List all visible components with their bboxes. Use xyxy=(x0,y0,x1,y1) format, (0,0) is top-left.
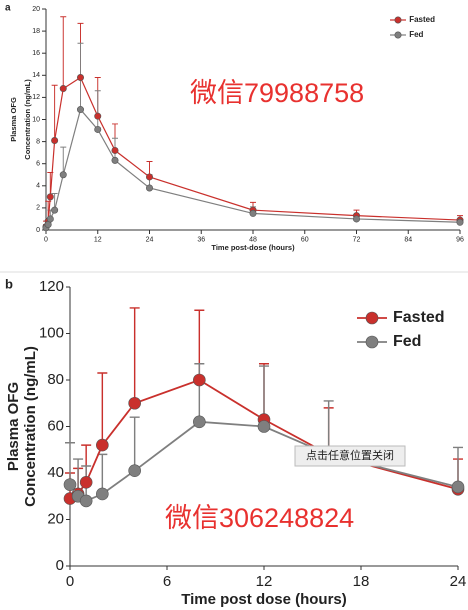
data-point xyxy=(59,171,67,179)
data-point xyxy=(51,206,59,214)
data-point xyxy=(257,420,271,433)
data-point xyxy=(79,475,93,489)
legend-label: Fasted xyxy=(409,15,435,24)
y-tick-label: 100 xyxy=(39,324,64,341)
error-bar xyxy=(129,307,140,404)
data-point xyxy=(128,396,141,410)
y-tick-label: 10 xyxy=(32,116,40,123)
data-point xyxy=(96,438,109,452)
error-bar xyxy=(51,84,58,141)
data-point xyxy=(77,106,85,114)
y-tick-label: 20 xyxy=(32,6,40,13)
data-point xyxy=(111,146,119,154)
watermark: 微信79988758 xyxy=(190,78,364,108)
y-tick-label: 80 xyxy=(47,371,64,388)
error-bar xyxy=(94,90,101,130)
y-tick-label: 14 xyxy=(32,72,40,79)
y-tick-label: 20 xyxy=(47,510,64,527)
data-point xyxy=(51,136,59,144)
legend-marker xyxy=(394,16,402,24)
tooltip-box[interactable] xyxy=(294,445,406,467)
error-bar xyxy=(323,400,334,455)
data-point xyxy=(111,156,119,164)
data-point xyxy=(79,494,93,508)
error-bar xyxy=(97,372,108,446)
y-axis-title: Concentration (ng/mL) xyxy=(22,346,39,507)
data-point xyxy=(146,173,154,181)
data-point xyxy=(456,218,464,226)
data-point xyxy=(249,209,257,217)
error-bar xyxy=(194,363,205,422)
y-tick-label: 60 xyxy=(47,417,64,434)
x-tick-label: 12 xyxy=(94,236,102,243)
legend-marker xyxy=(394,31,402,39)
data-point xyxy=(77,74,85,82)
data-point xyxy=(46,193,54,201)
legend-marker xyxy=(365,335,379,349)
x-axis-title: Time post-dose (hours) xyxy=(211,243,295,252)
error-bar xyxy=(60,146,67,175)
watermark: 微信306248824 xyxy=(165,503,354,533)
panel-label: b xyxy=(5,276,13,291)
y-tick-label: 2 xyxy=(36,205,40,212)
data-point xyxy=(146,184,154,192)
x-tick-label: 36 xyxy=(197,236,205,243)
x-tick-label: 96 xyxy=(456,236,464,243)
tooltip-text[interactable]: 点击任意位置关闭 xyxy=(306,448,394,462)
panel-label: a xyxy=(5,3,11,14)
x-tick-label: 60 xyxy=(301,236,309,243)
y-axis-title: Concentration (ng/mL) xyxy=(23,79,32,160)
error-bar xyxy=(65,442,75,485)
data-point xyxy=(352,215,360,223)
y-tick-label: 0 xyxy=(36,227,40,234)
data-point xyxy=(193,415,206,429)
error-bar xyxy=(129,416,140,471)
series-line xyxy=(45,76,461,227)
y-tick-label: 120 xyxy=(39,278,64,295)
axes xyxy=(45,9,460,231)
x-tick-label: 18 xyxy=(353,573,370,590)
legend-label: Fed xyxy=(409,30,423,39)
x-tick-label: 84 xyxy=(404,236,412,243)
x-tick-label: 12 xyxy=(256,573,273,590)
x-tick-label: 24 xyxy=(450,573,467,590)
y-tick-label: 16 xyxy=(32,50,40,57)
y-tick-label: 4 xyxy=(36,183,40,190)
data-point xyxy=(128,464,141,477)
data-point xyxy=(193,373,206,387)
error-bar xyxy=(453,446,463,487)
data-point xyxy=(94,125,102,133)
x-tick-label: 24 xyxy=(146,236,154,243)
data-point xyxy=(59,85,67,93)
x-tick-label: 0 xyxy=(44,236,48,243)
y-axis-title: Plasma OFG xyxy=(9,97,18,142)
legend-label: Fed xyxy=(393,333,421,350)
legend-label: Fasted xyxy=(393,309,445,326)
x-tick-label: 0 xyxy=(66,573,74,590)
legend-marker xyxy=(365,311,379,325)
x-tick-label: 72 xyxy=(353,236,361,243)
y-axis-title: Plasma OFG xyxy=(5,382,22,471)
x-tick-label: 6 xyxy=(163,573,171,590)
x-axis-title: Time post dose (hours) xyxy=(181,591,347,608)
y-tick-label: 0 xyxy=(56,557,64,574)
data-point xyxy=(63,478,77,491)
data-point xyxy=(96,487,109,501)
error-bar xyxy=(60,16,67,89)
y-tick-label: 40 xyxy=(47,464,64,481)
data-point xyxy=(94,112,102,120)
y-tick-label: 6 xyxy=(36,161,40,168)
y-tick-label: 18 xyxy=(32,28,40,35)
data-point xyxy=(451,480,465,494)
y-tick-label: 8 xyxy=(36,138,40,145)
x-tick-label: 48 xyxy=(249,236,257,243)
y-tick-label: 12 xyxy=(32,94,40,101)
data-point xyxy=(46,215,54,223)
